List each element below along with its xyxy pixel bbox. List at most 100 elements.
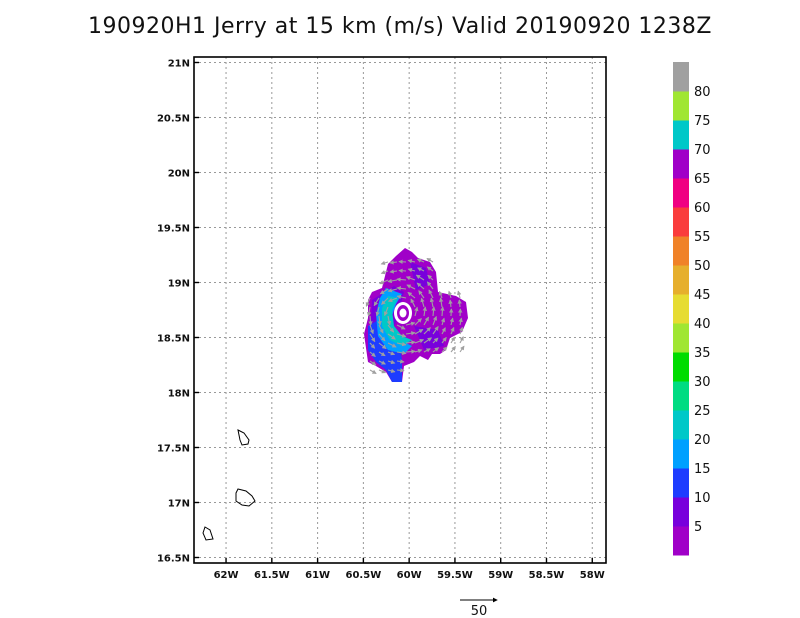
wind-vector bbox=[423, 316, 429, 326]
wind-vector bbox=[396, 368, 405, 373]
lon-tick-label: 59.5W bbox=[437, 570, 473, 581]
colorbar-label: 75 bbox=[694, 114, 711, 129]
wind-vector bbox=[396, 333, 407, 338]
wind-vector bbox=[378, 324, 384, 334]
colorbar-label: 15 bbox=[694, 462, 711, 477]
colorbar-segment bbox=[673, 178, 689, 208]
colorbar-segment bbox=[673, 410, 689, 440]
colorbar-label: 50 bbox=[694, 259, 711, 274]
wind-vector bbox=[416, 258, 425, 263]
lat-tick-label: 17.5N bbox=[157, 444, 190, 455]
lat-tick-label: 18N bbox=[168, 389, 190, 400]
wind-vector bbox=[423, 348, 431, 353]
wind-vector bbox=[440, 317, 446, 326]
wind-vector bbox=[447, 290, 453, 299]
wind-vector bbox=[432, 337, 439, 344]
colorbar-segment bbox=[673, 526, 689, 556]
wind-vector bbox=[383, 306, 389, 317]
wind-vector bbox=[428, 289, 434, 299]
wind-vector bbox=[396, 286, 407, 291]
wind-vector bbox=[406, 284, 416, 290]
eye-center bbox=[399, 308, 407, 318]
wind-vector bbox=[387, 333, 396, 340]
wind-vector bbox=[378, 369, 387, 374]
reference-vector-label: 50 bbox=[471, 604, 488, 618]
wind-vector bbox=[377, 315, 382, 326]
colorbar-segment bbox=[673, 352, 689, 382]
wind-vector bbox=[407, 259, 416, 264]
wind-vector bbox=[432, 347, 440, 353]
reference-vector: 50 bbox=[460, 597, 498, 618]
wind-vector bbox=[457, 290, 462, 299]
wind-vector bbox=[387, 368, 396, 373]
wind-vector bbox=[414, 318, 422, 326]
wind-vector bbox=[375, 306, 380, 317]
wind-vector bbox=[379, 288, 389, 295]
wind-vector bbox=[369, 351, 376, 357]
colorbar-segment bbox=[673, 381, 689, 411]
wind-vector bbox=[387, 297, 398, 303]
colorbar-segment bbox=[673, 207, 689, 237]
colorbar-segment bbox=[673, 91, 689, 121]
wind-vector bbox=[387, 342, 397, 348]
wind-vector bbox=[459, 345, 465, 353]
colorbar-segment bbox=[673, 323, 689, 353]
colorbar: 5 10 15 20 25 30 35 40 45 50 55 60 65 70 75 80 bbox=[673, 62, 711, 556]
colorbar-segment bbox=[673, 294, 689, 324]
wind-vector bbox=[369, 369, 377, 374]
wind-vector bbox=[441, 327, 446, 335]
wind-vector bbox=[438, 297, 444, 308]
lat-tick-label: 16.5N bbox=[157, 554, 190, 565]
colorbar-label: 60 bbox=[694, 201, 711, 216]
lat-tick-label: 21N bbox=[168, 59, 190, 70]
island-outline-montserrat bbox=[202, 526, 214, 541]
wind-vector bbox=[405, 276, 416, 281]
colorbar-segment bbox=[673, 439, 689, 469]
wind-vector bbox=[405, 321, 416, 326]
wind-vector bbox=[387, 288, 398, 293]
wind-vector bbox=[369, 360, 377, 366]
grid-lines bbox=[194, 57, 606, 563]
lon-tick-label: 59W bbox=[488, 570, 513, 581]
wind-vector bbox=[365, 297, 371, 307]
wind-vector bbox=[448, 299, 453, 308]
wind-vector bbox=[389, 260, 398, 265]
wind-vector bbox=[449, 317, 454, 326]
wind-vector bbox=[426, 281, 434, 290]
lat-tick-label: 17N bbox=[168, 499, 190, 510]
colorbar-label: 20 bbox=[694, 433, 711, 448]
lon-tick-label: 61.5W bbox=[254, 570, 290, 581]
wind-vector bbox=[378, 342, 387, 350]
wind-vector bbox=[423, 337, 433, 344]
wind-vector bbox=[387, 351, 396, 356]
wind-vector bbox=[387, 278, 398, 284]
lat-tick-label: 20N bbox=[168, 169, 190, 180]
lat-tick-label: 20.5N bbox=[157, 114, 190, 125]
colorbar-label: 10 bbox=[694, 491, 711, 506]
colorbar-segment bbox=[673, 497, 689, 527]
wind-vector bbox=[366, 306, 372, 317]
coastlines bbox=[202, 429, 256, 541]
wind-vector bbox=[426, 266, 434, 272]
wind-vector bbox=[438, 290, 443, 299]
wind-vector bbox=[373, 297, 380, 307]
colorbar-segment bbox=[673, 120, 689, 150]
wind-vector bbox=[457, 299, 462, 308]
wind-vector bbox=[378, 333, 386, 342]
wind-vector bbox=[410, 298, 416, 308]
wind-vector bbox=[415, 274, 425, 281]
wind-vector bbox=[422, 306, 427, 317]
wind-vector bbox=[380, 260, 389, 266]
wind-vector bbox=[396, 294, 407, 300]
wind-vector bbox=[405, 331, 416, 336]
wind-vector bbox=[417, 267, 425, 272]
wind-vector bbox=[369, 342, 376, 349]
wind-vector bbox=[396, 341, 407, 347]
lon-tick-label: 58.5W bbox=[529, 570, 565, 581]
wind-vector bbox=[378, 351, 386, 357]
wind-vector bbox=[396, 324, 406, 330]
wind-vector bbox=[429, 297, 435, 308]
island-outline-dominica bbox=[237, 429, 250, 446]
colorbar-label: 25 bbox=[694, 404, 711, 419]
